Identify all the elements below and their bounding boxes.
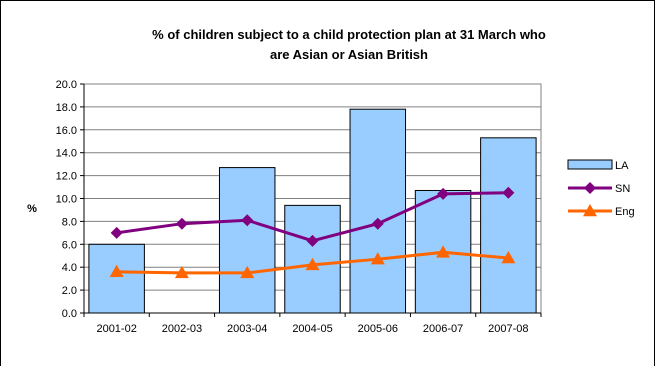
y-tick-label: 10.0: [56, 194, 77, 206]
point-eng: [370, 252, 385, 265]
point-sn: [175, 217, 188, 230]
bar-la: [88, 243, 145, 314]
y-tick-label: 6.0: [62, 239, 77, 251]
bar-la: [218, 167, 276, 314]
legend-marker-sn: [584, 182, 596, 194]
y-tick-label: 2.0: [62, 285, 77, 297]
x-tick-label: 2006-07: [423, 323, 463, 335]
y-tick-label: 12.0: [56, 171, 77, 183]
point-eng: [305, 257, 320, 271]
y-tick-label: 8.0: [62, 216, 77, 228]
point-eng: [174, 265, 189, 279]
x-tick-label: 2001-02: [96, 323, 136, 335]
point-sn: [306, 234, 319, 247]
y-axis-label: %: [27, 203, 37, 215]
point-eng: [109, 264, 124, 278]
x-tick-label: 2004-05: [292, 323, 332, 335]
chart-title-line-2: are Asian or Asian British: [270, 47, 428, 62]
point-eng: [240, 265, 255, 279]
legend-swatch-la: [567, 159, 613, 170]
x-tick-label: 2005-06: [358, 323, 398, 335]
x-tick-label: 2007-08: [488, 323, 528, 335]
legend-label-eng: Eng: [615, 206, 635, 218]
legend: LA SN Eng: [567, 159, 635, 218]
point-sn: [437, 187, 450, 200]
point-sn: [241, 214, 254, 227]
x-tick-label: 2002-03: [162, 323, 202, 335]
y-tick-label: 16.0: [56, 125, 77, 137]
point-sn: [110, 226, 123, 239]
y-tick-label: 14.0: [56, 148, 77, 160]
bar-la: [349, 108, 407, 314]
chart-title-line-1: % of children subject to a child protect…: [152, 27, 546, 42]
y-tick-label: 18.0: [56, 102, 77, 114]
legend-label-la: LA: [615, 160, 629, 172]
y-tick-label: 4.0: [62, 262, 77, 274]
x-tick-label: 2003-04: [227, 323, 267, 335]
point-sn: [371, 217, 384, 230]
legend-marker-eng: [583, 204, 597, 217]
bar-la: [480, 137, 537, 314]
y-tick-label: 20.0: [56, 79, 77, 91]
plot-area: 0.0 2.0 4.0 6.0 8.0 10.0 12.0 14.0 16.0 18.0 20.0 2…: [56, 79, 542, 335]
point-eng: [501, 251, 516, 264]
point-sn: [502, 186, 515, 199]
y-tick-label: 0.0: [62, 308, 77, 320]
point-eng: [436, 245, 451, 258]
legend-label-sn: SN: [615, 183, 630, 195]
